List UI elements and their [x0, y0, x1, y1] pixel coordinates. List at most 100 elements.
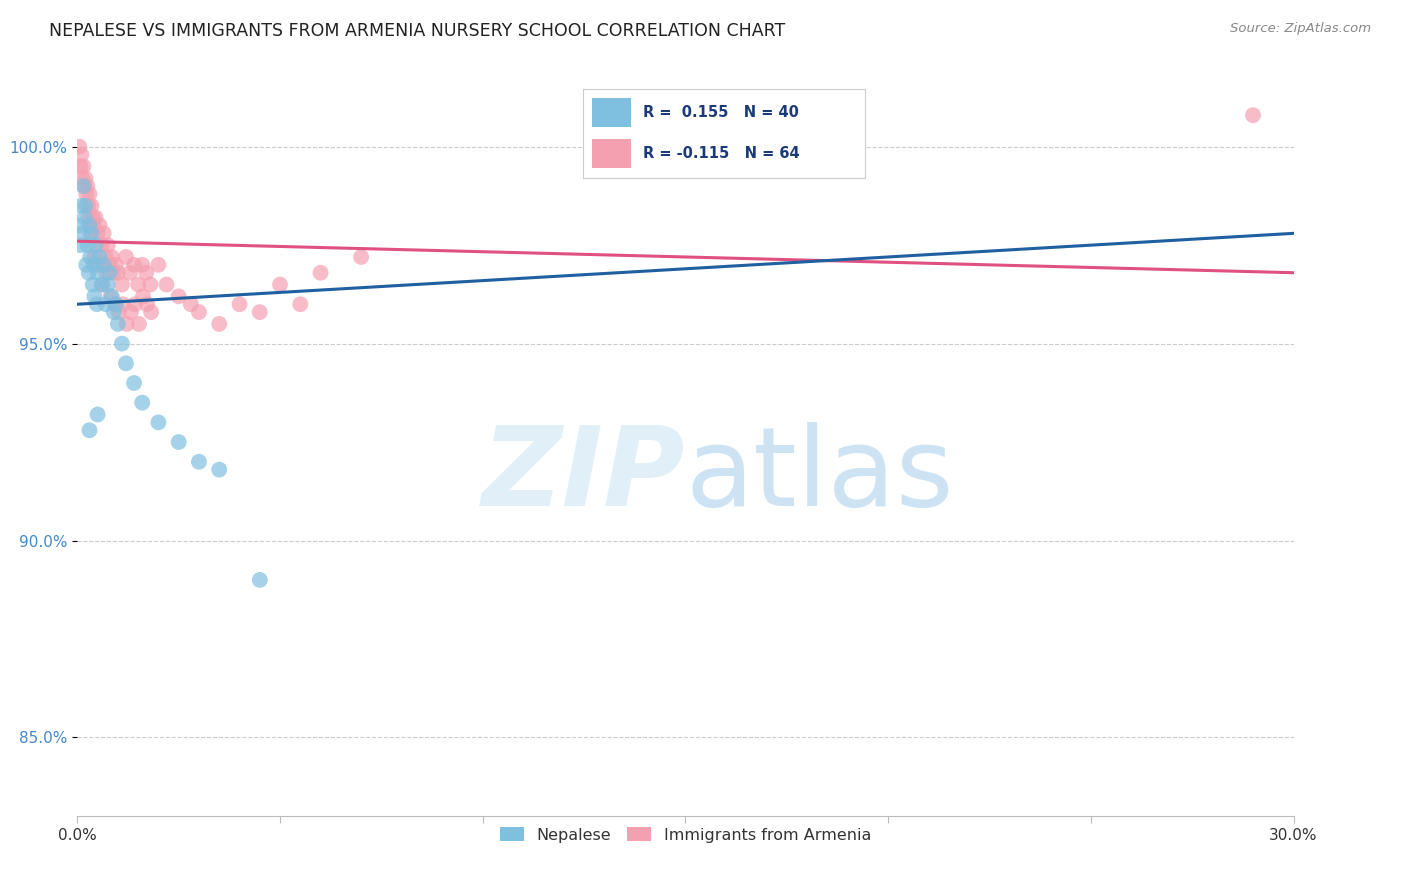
Point	[120, 305, 142, 319]
Point	[79, 227, 101, 241]
Point	[118, 266, 141, 280]
Point	[98, 266, 121, 280]
Point	[70, 227, 93, 241]
Point	[69, 160, 91, 174]
Point	[131, 258, 153, 272]
Point	[111, 336, 134, 351]
Point	[148, 258, 170, 272]
Point	[67, 219, 90, 233]
Point	[75, 199, 97, 213]
Point	[309, 266, 332, 280]
Point	[82, 277, 104, 292]
Point	[104, 297, 127, 311]
Point	[127, 277, 149, 292]
Point	[208, 317, 231, 331]
Point	[86, 297, 108, 311]
Point	[94, 297, 117, 311]
Text: R = -0.115   N = 64: R = -0.115 N = 64	[643, 146, 799, 161]
Point	[107, 266, 129, 280]
Legend: Nepalese, Immigrants from Armenia: Nepalese, Immigrants from Armenia	[494, 821, 877, 849]
Point	[188, 455, 211, 469]
Text: R =  0.155   N = 40: R = 0.155 N = 40	[643, 105, 799, 120]
Point	[122, 376, 145, 390]
Point	[1241, 108, 1264, 122]
Point	[79, 423, 101, 437]
Point	[86, 408, 108, 422]
Point	[70, 147, 93, 161]
Text: NEPALESE VS IMMIGRANTS FROM ARMENIA NURSERY SCHOOL CORRELATION CHART: NEPALESE VS IMMIGRANTS FROM ARMENIA NURS…	[49, 22, 786, 40]
Point	[72, 160, 94, 174]
Point	[97, 238, 120, 252]
Point	[124, 297, 146, 311]
Point	[115, 356, 138, 370]
Point	[83, 219, 105, 233]
Point	[96, 266, 118, 280]
Point	[79, 219, 101, 233]
Point	[87, 258, 110, 272]
Point	[101, 289, 124, 303]
Point	[107, 305, 129, 319]
Bar	[592, 98, 631, 127]
Point	[228, 297, 250, 311]
Point	[111, 297, 134, 311]
Point	[79, 250, 101, 264]
Point	[103, 305, 125, 319]
Point	[136, 297, 159, 311]
Point	[90, 238, 112, 252]
Point	[77, 199, 100, 213]
Point	[104, 258, 127, 272]
Point	[100, 289, 122, 303]
Point	[188, 305, 211, 319]
Point	[249, 305, 271, 319]
Point	[104, 297, 127, 311]
Point	[155, 277, 177, 292]
Point	[132, 289, 155, 303]
Point	[82, 211, 104, 225]
Point	[249, 573, 271, 587]
Point	[208, 462, 231, 476]
Point	[86, 266, 108, 280]
Point	[115, 250, 138, 264]
Point	[70, 171, 93, 186]
Point	[80, 199, 103, 213]
Point	[73, 179, 96, 194]
Point	[131, 395, 153, 409]
Point	[86, 227, 108, 241]
Point	[93, 227, 115, 241]
Point	[75, 171, 97, 186]
Point	[83, 258, 105, 272]
Point	[84, 238, 107, 252]
Point	[139, 277, 162, 292]
Point	[67, 139, 90, 153]
Point	[107, 317, 129, 331]
Point	[98, 258, 121, 272]
Point	[84, 211, 107, 225]
Point	[167, 289, 190, 303]
Point	[148, 416, 170, 430]
Point	[103, 266, 125, 280]
Point	[290, 297, 312, 311]
Point	[75, 258, 97, 272]
Point	[97, 277, 120, 292]
Point	[83, 289, 105, 303]
Point	[93, 258, 115, 272]
Text: atlas: atlas	[686, 422, 953, 529]
Bar	[592, 139, 631, 168]
Point	[70, 199, 93, 213]
Point	[79, 186, 101, 201]
Point	[180, 297, 202, 311]
Point	[350, 250, 373, 264]
Point	[115, 317, 138, 331]
Point	[76, 179, 98, 194]
Point	[89, 250, 111, 264]
Point	[76, 238, 98, 252]
Point	[73, 211, 96, 225]
Point	[90, 277, 112, 292]
Point	[122, 258, 145, 272]
Point	[111, 277, 134, 292]
Point	[269, 277, 291, 292]
Point	[135, 266, 157, 280]
Point	[83, 250, 105, 264]
Point	[139, 305, 162, 319]
Point	[101, 250, 124, 264]
